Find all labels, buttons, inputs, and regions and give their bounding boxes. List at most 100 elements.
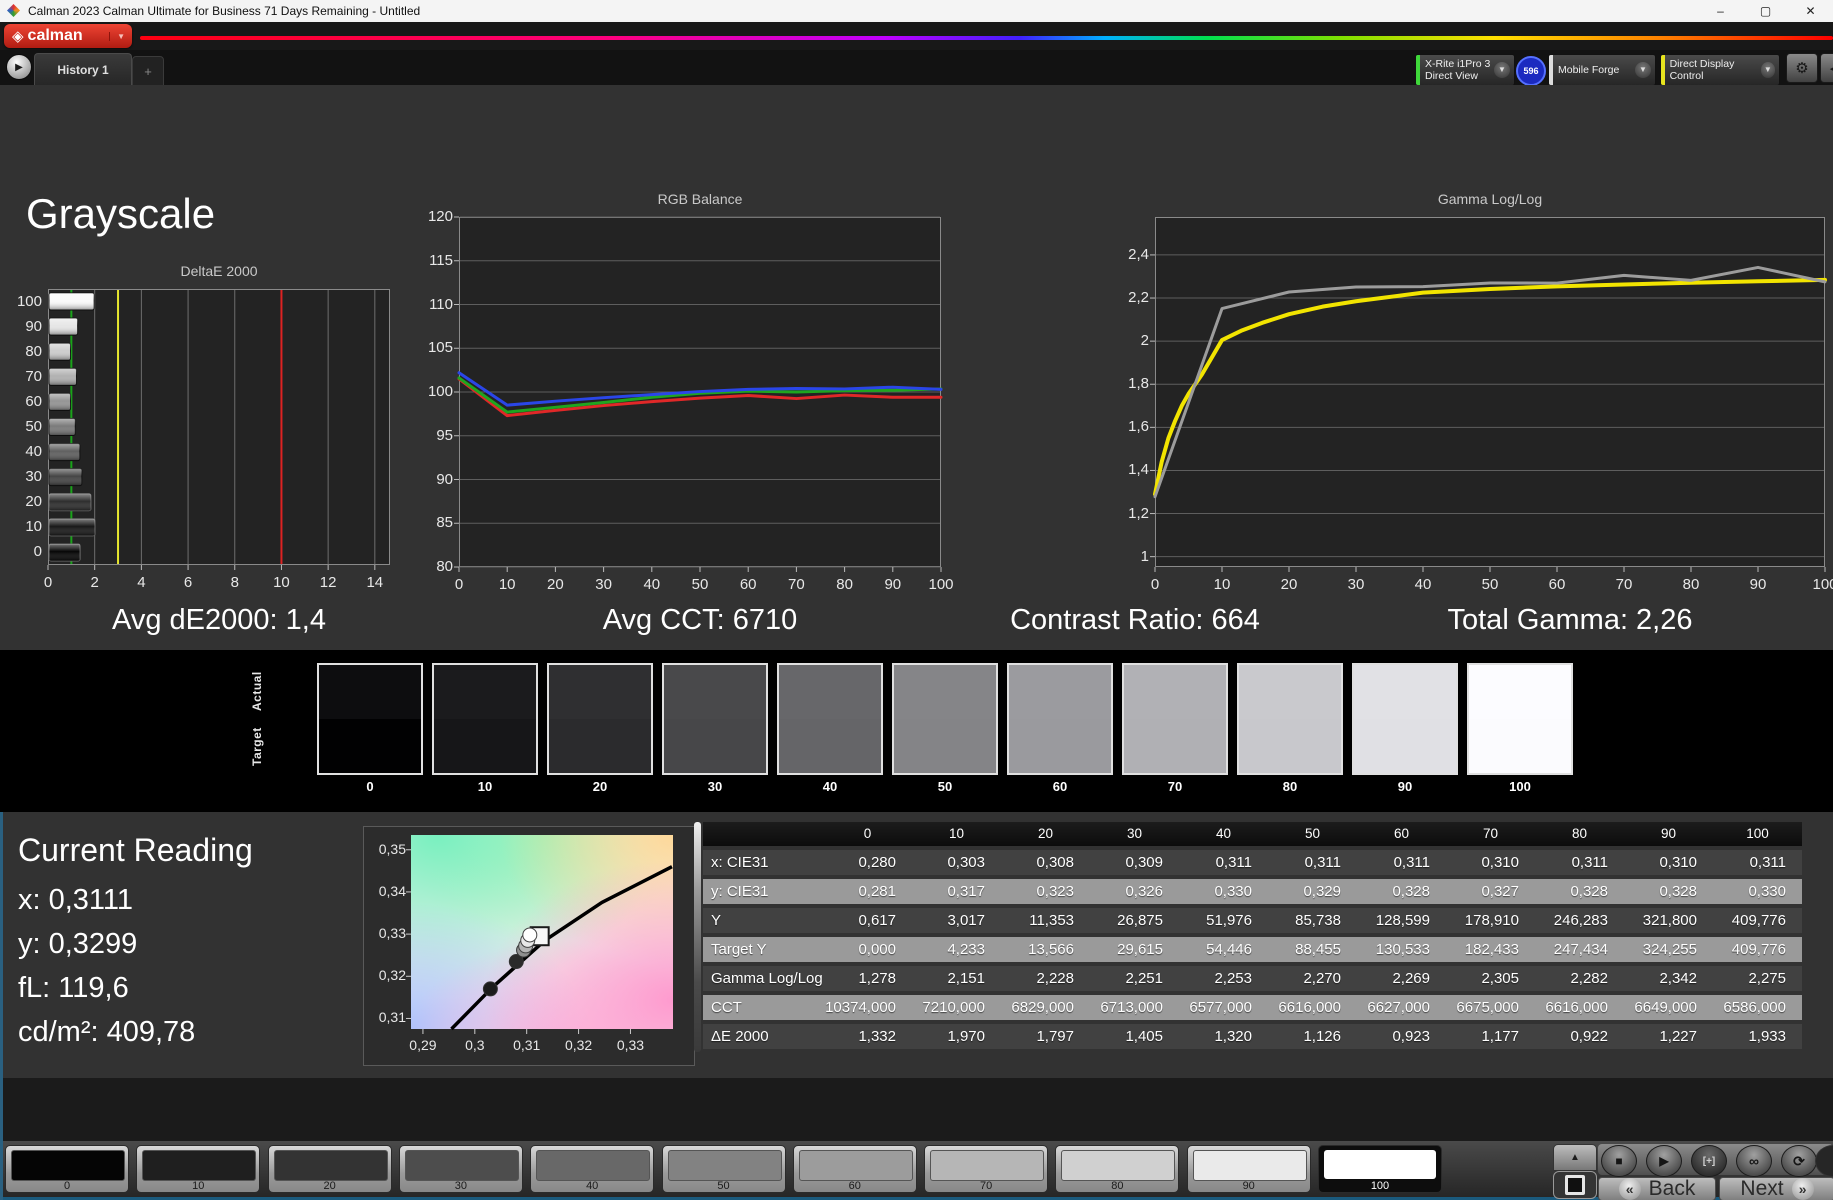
gamma-chart: Gamma Log/Log 1 1,2 1,4 1,6 1,8 2 2,2 2,4 0 10 20 30… bbox=[1128, 191, 1833, 593]
play-button[interactable]: ▶ bbox=[1646, 1145, 1682, 1177]
next-button[interactable]: Next » bbox=[1719, 1177, 1833, 1200]
grayscale-swatch-10 bbox=[432, 663, 538, 775]
stop-button[interactable]: ■ bbox=[1601, 1145, 1637, 1177]
gamma-ytick-6: 2,2 bbox=[1128, 289, 1149, 307]
cie-point-0 bbox=[482, 981, 498, 997]
gamma-xtick-80: 80 bbox=[1682, 576, 1700, 593]
pattern-button-0[interactable]: 0 bbox=[5, 1145, 129, 1193]
rgb_balance-xtick-40: 40 bbox=[643, 576, 661, 593]
swatch-actual bbox=[1124, 665, 1226, 719]
cie-ytick-0: 0,35 bbox=[378, 840, 406, 857]
pattern-button-40[interactable]: 40 bbox=[530, 1145, 655, 1193]
pattern-window-button[interactable] bbox=[1553, 1171, 1597, 1199]
cie-ytick-2: 0,33 bbox=[378, 925, 406, 942]
swatch-label: 40 bbox=[822, 779, 838, 794]
grayscale-swatch-50 bbox=[892, 663, 998, 775]
rgb_balance-ytick-0: 80 bbox=[436, 558, 453, 575]
pattern-button-30[interactable]: 30 bbox=[398, 1145, 523, 1193]
meter-line2: Direct View bbox=[1425, 70, 1478, 82]
deltae-xtick-2: 2 bbox=[90, 574, 99, 591]
pattern-button-20[interactable]: 20 bbox=[267, 1145, 392, 1193]
table-row-label: ΔE 2000 bbox=[711, 1028, 769, 1045]
swatch-label: 50 bbox=[937, 779, 953, 794]
continuous-measure-button[interactable]: ∞ bbox=[1736, 1145, 1772, 1177]
pattern-button-60[interactable]: 60 bbox=[792, 1145, 917, 1193]
table-cell: 1,126 bbox=[1303, 1028, 1341, 1045]
gamma-series-target bbox=[1153, 277, 1827, 497]
display-control-dropdown[interactable]: Direct Display Control ▼ bbox=[1660, 54, 1780, 86]
table-cell: 6616,000 bbox=[1278, 999, 1341, 1016]
swatch-actual bbox=[1239, 665, 1341, 719]
gamma-ytick-7: 2,4 bbox=[1128, 245, 1149, 263]
pattern-button-80[interactable]: 80 bbox=[1055, 1145, 1180, 1193]
table-cell: 0,617 bbox=[858, 912, 896, 929]
table-cell: 2,228 bbox=[1036, 970, 1074, 987]
rgb_balance-ytick-8: 120 bbox=[427, 208, 453, 225]
grayscale-swatch-20 bbox=[547, 663, 653, 775]
pattern-button-label: 20 bbox=[323, 1180, 336, 1192]
pattern-button-90[interactable]: 90 bbox=[1186, 1145, 1311, 1193]
add-tab-button[interactable]: + bbox=[132, 56, 164, 87]
current-reading-title: Current Reading bbox=[18, 832, 253, 868]
table-cell: 0,923 bbox=[1392, 1028, 1430, 1045]
back-button[interactable]: « Back bbox=[1598, 1177, 1716, 1200]
minimize-button[interactable]: – bbox=[1717, 4, 1724, 18]
pattern-button-label: 70 bbox=[979, 1180, 993, 1192]
pattern-button-50[interactable]: 50 bbox=[661, 1145, 786, 1193]
gamma-xtick-40: 40 bbox=[1414, 576, 1432, 593]
swatch-label: 20 bbox=[592, 779, 608, 794]
table-cell: 128,599 bbox=[1375, 912, 1430, 929]
settings-button[interactable]: ⚙ bbox=[1786, 53, 1818, 83]
calman-menu-button[interactable]: ◈ calman ▼ bbox=[4, 24, 132, 48]
table-cell: 130,533 bbox=[1375, 941, 1430, 958]
table-scrollbar[interactable] bbox=[694, 822, 701, 1052]
close-button[interactable]: ✕ bbox=[1805, 4, 1816, 18]
gamma-xtick-30: 30 bbox=[1347, 576, 1365, 593]
meter-count-badge[interactable]: 596 bbox=[1516, 56, 1546, 86]
calman-logo-text: calman bbox=[27, 27, 83, 44]
table-cell: 0,326 bbox=[1125, 883, 1163, 900]
rgb_balance-series-blue bbox=[457, 371, 943, 407]
cie-plot bbox=[406, 849, 673, 1034]
tab-history-1[interactable]: History 1 bbox=[34, 53, 132, 86]
deltae-ytick-90: 90 bbox=[25, 317, 42, 335]
tab-scroll-button[interactable]: ▶ bbox=[6, 54, 32, 80]
table-row: x: CIE31 0,280 0,303 0,308 0,309 0,311 0,311 0,… bbox=[703, 850, 1802, 875]
refresh-button[interactable]: ⟳ bbox=[1781, 1145, 1817, 1177]
pattern-button-10[interactable]: 10 bbox=[136, 1145, 261, 1193]
maximize-button[interactable]: ▢ bbox=[1759, 4, 1772, 18]
current-reading-x: x: 0,3111 bbox=[18, 884, 134, 916]
pattern-button-color bbox=[536, 1150, 651, 1181]
table-row: Target Y 0,000 4,233 13,566 29,615 54,446 88,4… bbox=[703, 937, 1802, 962]
gamma-ytick-0: 1 bbox=[1140, 547, 1149, 565]
deltae-xtick-4: 4 bbox=[137, 574, 146, 591]
deltae-xtick-0: 0 bbox=[43, 574, 53, 591]
rgb_balance-ytick-7: 115 bbox=[429, 251, 453, 269]
page-title: Grayscale bbox=[26, 190, 216, 237]
meter-dropdown[interactable]: X-Rite i1Pro 3 Direct View ▼ bbox=[1415, 54, 1515, 86]
pattern-button-color bbox=[1324, 1150, 1436, 1179]
source-dropdown[interactable]: Mobile Forge ▼ bbox=[1548, 54, 1656, 86]
deltae-chart: DeltaE 2000 0 2 4 6 8 10 12 14 100 90 80 70 60 50 40 30 2… bbox=[17, 263, 390, 591]
pattern-button-color bbox=[930, 1150, 1045, 1181]
collapse-panel-button[interactable]: ◀ bbox=[1820, 53, 1833, 83]
table-row-label: x: CIE31 bbox=[711, 854, 769, 871]
table-cell: 324,255 bbox=[1642, 941, 1697, 958]
table-cell: 2,275 bbox=[1748, 970, 1786, 987]
gamma-xtick-20: 20 bbox=[1280, 576, 1298, 593]
table-cell: 321,800 bbox=[1642, 912, 1697, 929]
collapse-arrow-icon: ◀ bbox=[1830, 62, 1833, 75]
pattern-button-100[interactable]: 100 bbox=[1318, 1145, 1442, 1193]
table-row-label: y: CIE31 bbox=[711, 883, 769, 900]
table-header-cell: 50 bbox=[1304, 826, 1321, 841]
pattern-button-70[interactable]: 70 bbox=[924, 1145, 1049, 1193]
table-header-cell: 40 bbox=[1215, 826, 1232, 841]
deltae-ytick-60: 60 bbox=[25, 392, 42, 410]
source-dropdown-icon: ▼ bbox=[1635, 62, 1651, 78]
pattern-up-button[interactable]: ▲ bbox=[1553, 1144, 1597, 1171]
cie-xtick-3: 0,32 bbox=[564, 1037, 593, 1053]
rgb_balance-ytick-4: 100 bbox=[427, 383, 453, 400]
rgb_balance-xtick-80: 80 bbox=[836, 576, 853, 593]
pattern-size-button[interactable]: [+] bbox=[1691, 1145, 1727, 1177]
